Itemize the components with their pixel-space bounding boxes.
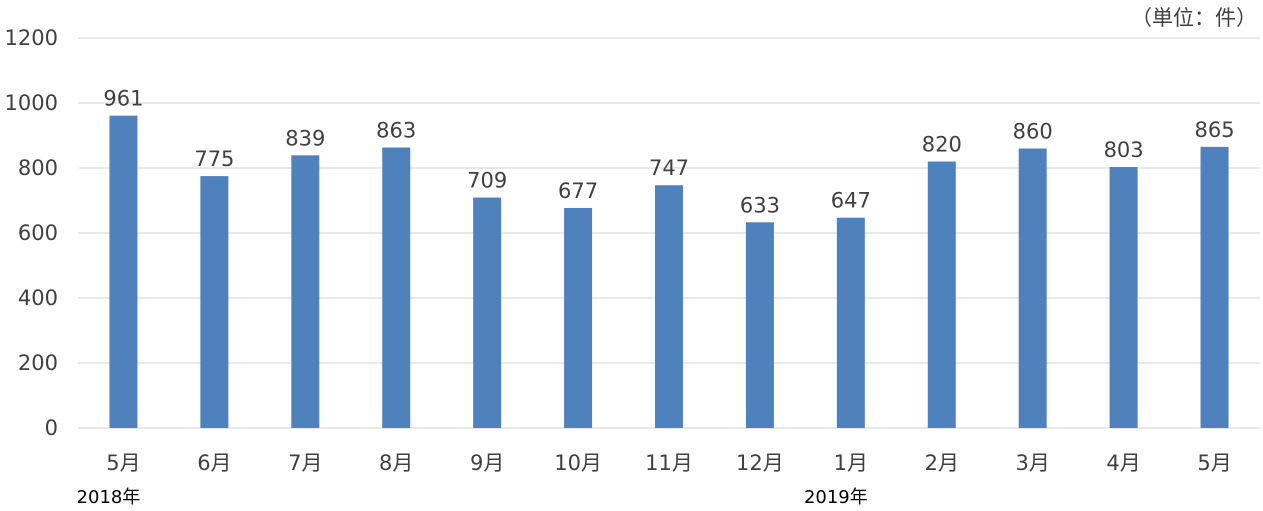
bar <box>927 161 956 428</box>
data-label: 865 <box>1194 118 1234 142</box>
x-tick-label: 7月 <box>288 451 322 475</box>
x-tick-label: 6月 <box>197 451 231 475</box>
y-tick-label: 200 <box>18 351 58 375</box>
year-label: 2019年 <box>804 487 868 508</box>
bar <box>836 217 865 428</box>
x-tick-label: 12月 <box>736 451 784 475</box>
data-label: 839 <box>285 126 325 150</box>
data-label: 747 <box>649 156 689 180</box>
y-tick-label: 1000 <box>5 91 58 115</box>
bar <box>655 185 683 428</box>
x-tick-label: 4月 <box>1106 451 1140 475</box>
year-label: 2018年 <box>77 487 141 508</box>
bars <box>109 115 1229 429</box>
data-label: 633 <box>740 193 780 217</box>
x-tick-label: 1月 <box>834 451 868 475</box>
data-label: 803 <box>1104 138 1144 162</box>
unit-label: （単位：件） <box>1131 6 1257 30</box>
y-tick-label: 1200 <box>5 26 58 50</box>
y-axis-tick-labels: 0 200 400 600 800 1000 1200 <box>5 26 58 440</box>
data-label: 860 <box>1013 120 1053 144</box>
year-labels: 2018年 2019年 <box>77 487 868 508</box>
y-tick-label: 600 <box>18 221 58 245</box>
data-labels: 961 775 839 863 709 677 747 633 647 820 860 803 865 <box>103 87 1234 218</box>
bar <box>291 155 320 428</box>
bar <box>1109 167 1138 428</box>
data-label: 647 <box>831 189 871 213</box>
data-label: 863 <box>376 119 416 143</box>
bar <box>473 197 502 428</box>
bar <box>200 176 229 428</box>
bar <box>1018 148 1047 428</box>
data-label: 820 <box>922 133 962 157</box>
x-axis-tick-labels: 5月 6月 7月 8月 9月 10月 11月 12月 1月 2月 3月 4月 5月 <box>106 451 1231 475</box>
x-tick-label: 8月 <box>379 451 413 475</box>
x-tick-label: 10月 <box>554 451 602 475</box>
bar <box>382 147 411 428</box>
bar <box>564 207 593 428</box>
x-tick-label: 11月 <box>645 451 693 475</box>
y-tick-label: 0 <box>45 416 58 440</box>
x-tick-label: 5月 <box>106 451 140 475</box>
y-tick-label: 800 <box>18 156 58 180</box>
x-tick-label: 9月 <box>470 451 504 475</box>
x-tick-label: 2月 <box>925 451 959 475</box>
data-label: 677 <box>558 179 598 203</box>
y-tick-label: 400 <box>18 286 58 310</box>
bar <box>109 115 138 429</box>
bar <box>1200 146 1229 428</box>
data-label: 709 <box>467 169 507 193</box>
data-label: 961 <box>103 87 143 111</box>
data-label: 775 <box>194 147 234 171</box>
x-tick-label: 3月 <box>1016 451 1050 475</box>
x-tick-label: 5月 <box>1197 451 1231 475</box>
bar <box>745 222 774 428</box>
